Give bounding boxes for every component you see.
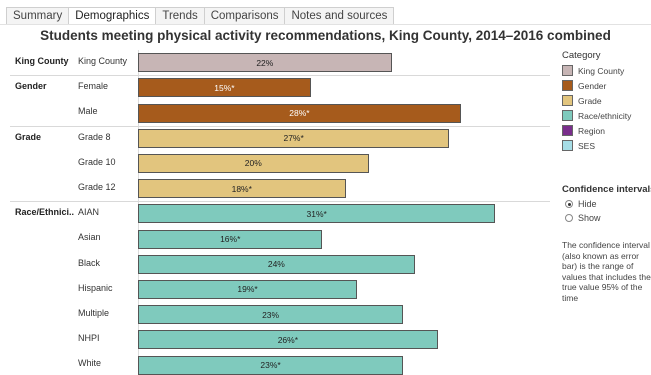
bar-value-label: 18%* bbox=[231, 183, 252, 194]
legend-label: Grade bbox=[578, 95, 602, 106]
radio-hide-circle[interactable] bbox=[565, 200, 573, 208]
legend-swatch bbox=[562, 110, 573, 121]
legend-item[interactable]: Race/ethnicity bbox=[562, 108, 651, 123]
bar[interactable]: 15%* bbox=[138, 78, 311, 98]
bar[interactable]: 26%* bbox=[138, 330, 438, 350]
bar-value-label: 19%* bbox=[237, 284, 258, 295]
row-label: AIAN bbox=[78, 207, 100, 218]
radio-show-circle[interactable] bbox=[565, 214, 573, 222]
row-label: Black bbox=[78, 257, 101, 268]
bar[interactable]: 20% bbox=[138, 153, 369, 173]
bar-value-label: 31%* bbox=[306, 208, 327, 219]
bar[interactable]: 23% bbox=[138, 305, 404, 325]
legend-swatch bbox=[562, 95, 573, 106]
bar[interactable]: 28%* bbox=[138, 103, 461, 123]
radio-show[interactable]: Show bbox=[565, 213, 601, 223]
bar-chart: King County King County 22% Gender Female 15%… bbox=[10, 50, 550, 375]
radio-hide[interactable]: Hide bbox=[565, 199, 597, 209]
group-label: Gender bbox=[15, 81, 47, 92]
tab-trends[interactable]: Trends bbox=[155, 7, 205, 24]
group-label: King County bbox=[15, 56, 69, 66]
group-label: Race/Ethnici.. bbox=[15, 207, 75, 218]
legend-item[interactable]: SES bbox=[562, 138, 651, 153]
confidence-intervals-title: Confidence intervals bbox=[562, 184, 651, 195]
legend-swatch bbox=[562, 140, 573, 151]
bar-value-label: 28%* bbox=[289, 108, 310, 118]
legend-item[interactable]: Grade bbox=[562, 93, 651, 108]
bar[interactable]: 16%* bbox=[138, 229, 323, 249]
bar-value-label: 27%* bbox=[283, 133, 304, 144]
legend-label: SES bbox=[578, 140, 596, 151]
row-label: Grade 12 bbox=[78, 182, 116, 192]
row-label: Grade 8 bbox=[78, 131, 111, 142]
bar[interactable]: 22% bbox=[138, 53, 392, 73]
row-label: King County bbox=[78, 56, 128, 66]
bar-value-label: 22% bbox=[256, 57, 274, 68]
legend-label: Race/ethnicity bbox=[578, 110, 632, 121]
group-divider bbox=[10, 125, 550, 127]
tab-demographics[interactable]: Demographics bbox=[68, 7, 157, 24]
legend-title: Category bbox=[562, 50, 601, 61]
bar-value-label: 15%* bbox=[214, 82, 235, 93]
legend-item[interactable]: Gender bbox=[562, 78, 651, 93]
row-label: Asian bbox=[78, 232, 101, 243]
bar[interactable]: 31%* bbox=[138, 204, 496, 224]
radio-hide-label[interactable]: Hide bbox=[578, 199, 597, 209]
bar-value-label: 24% bbox=[267, 259, 285, 270]
row-label: Multiple bbox=[78, 308, 110, 318]
row-label: Female bbox=[78, 81, 109, 92]
legend-item[interactable]: King County bbox=[562, 63, 651, 78]
legend-label: Gender bbox=[578, 80, 607, 91]
row-label: Grade 10 bbox=[78, 156, 116, 167]
bar[interactable]: 18%* bbox=[138, 179, 346, 199]
bar[interactable]: 19%* bbox=[138, 279, 358, 299]
group-divider bbox=[10, 201, 550, 203]
bar-value-label: 23% bbox=[262, 309, 280, 320]
bar-value-label: 20% bbox=[244, 158, 262, 169]
row-label: NHPI bbox=[78, 333, 100, 344]
category-legend: Category King County Gender Grade Race/ethn… bbox=[562, 50, 651, 153]
tab-comparisons[interactable]: Comparisons bbox=[203, 7, 286, 24]
tab-bar-divider bbox=[0, 24, 651, 25]
legend-label: King County bbox=[578, 65, 625, 76]
bar-value-label: 23%* bbox=[260, 360, 281, 370]
row-label: Hispanic bbox=[78, 282, 113, 293]
radio-show-label[interactable]: Show bbox=[578, 213, 601, 223]
legend-label: Region bbox=[578, 125, 605, 136]
bar[interactable]: 23%* bbox=[138, 355, 404, 375]
group-divider bbox=[10, 75, 550, 77]
bar[interactable]: 27%* bbox=[138, 128, 450, 148]
chart-title: Students meeting physical activity recom… bbox=[40, 28, 611, 43]
row-label: Male bbox=[78, 106, 98, 117]
confidence-interval-note: The confidence interval (also known as e… bbox=[562, 240, 651, 303]
legend-item[interactable]: Region bbox=[562, 123, 651, 138]
tab-bar: Summary Demographics Trends Comparisons Note… bbox=[6, 7, 395, 24]
bar-value-label: 26%* bbox=[277, 334, 299, 345]
legend-swatch bbox=[562, 65, 573, 76]
legend-swatch bbox=[562, 80, 573, 91]
legend-swatch bbox=[562, 125, 573, 136]
tab-notes-and-sources[interactable]: Notes and sources bbox=[284, 7, 395, 24]
row-label: White bbox=[78, 358, 102, 369]
bar-value-label: 16%* bbox=[220, 234, 241, 244]
tab-summary[interactable]: Summary bbox=[6, 7, 70, 24]
group-label: Grade bbox=[15, 131, 42, 142]
bar[interactable]: 24% bbox=[138, 254, 415, 274]
